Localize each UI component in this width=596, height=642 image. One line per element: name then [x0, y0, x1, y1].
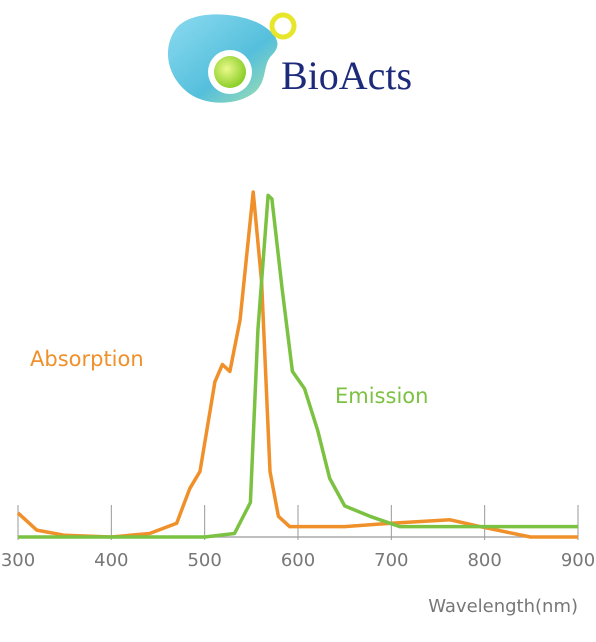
x-tick-label: 400	[94, 550, 128, 571]
x-tick-label: 300	[1, 550, 35, 571]
series-line	[16, 190, 578, 539]
x-tick-label: 800	[467, 550, 501, 571]
x-tick-label: 600	[281, 550, 315, 571]
series-line	[18, 193, 578, 539]
logo: BioActs	[167, 12, 412, 103]
x-tick-label: 900	[561, 550, 595, 571]
x-axis-label: Wavelength(nm)	[428, 596, 578, 617]
x-tick-label: 700	[374, 550, 408, 571]
logo-text: BioActs	[281, 53, 412, 98]
series-label: Emission	[335, 384, 428, 408]
x-tick-label: 500	[187, 550, 221, 571]
series-label: Absorption	[30, 347, 144, 371]
